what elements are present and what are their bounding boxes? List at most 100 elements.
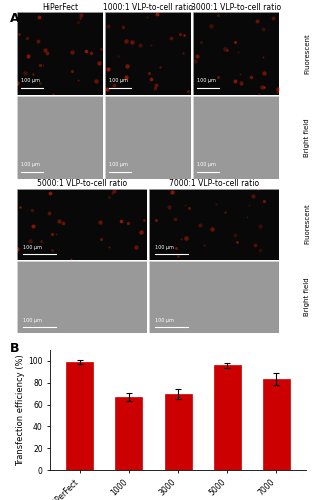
Point [93, 76, 98, 84]
Text: Fluorescent: Fluorescent [304, 34, 310, 74]
Point [169, 188, 175, 196]
Point [209, 224, 215, 232]
Text: Fluorescent: Fluorescent [304, 204, 310, 244]
Text: 100 μm: 100 μm [21, 78, 40, 84]
Bar [116, 397, 142, 470]
Point [208, 22, 214, 30]
Point [31, 222, 36, 230]
Point [44, 48, 50, 56]
Point [173, 244, 178, 252]
Point [118, 218, 124, 226]
Point [70, 67, 75, 75]
Point [49, 230, 55, 238]
Title: 3000:1 VLP-to-cell ratio: 3000:1 VLP-to-cell ratio [191, 4, 281, 13]
Point [232, 38, 238, 46]
Point [154, 81, 159, 89]
Point [244, 213, 250, 221]
Text: 100 μm: 100 μm [23, 245, 42, 250]
Point [50, 90, 55, 98]
Point [169, 34, 174, 42]
Point [38, 80, 43, 88]
Point [257, 246, 263, 254]
Text: 100 μm: 100 μm [197, 78, 216, 84]
Point [23, 69, 28, 77]
Text: A: A [10, 12, 20, 26]
Point [27, 236, 32, 244]
Text: 100 μm: 100 μm [109, 78, 128, 84]
Point [109, 189, 114, 197]
Point [125, 62, 130, 70]
Point [79, 11, 84, 19]
Point [260, 52, 266, 60]
Point [258, 222, 263, 230]
Text: 100 μm: 100 μm [23, 318, 42, 322]
Point [15, 246, 20, 254]
Point [146, 69, 152, 77]
Point [254, 17, 260, 25]
Point [179, 234, 184, 242]
Point [141, 216, 146, 224]
Text: Bright field: Bright field [304, 118, 310, 157]
Point [75, 18, 80, 26]
Point [144, 13, 150, 21]
Point [69, 48, 75, 56]
Point [17, 202, 23, 210]
Point [276, 84, 281, 92]
Point [25, 52, 31, 60]
Point [260, 83, 265, 91]
Point [223, 208, 228, 216]
Point [222, 46, 228, 54]
Point [239, 79, 244, 87]
Point [106, 243, 112, 251]
Point [83, 46, 88, 54]
Point [36, 14, 42, 22]
Point [261, 83, 266, 91]
Point [60, 219, 65, 227]
Point [172, 214, 178, 222]
Point [77, 14, 82, 22]
Point [191, 72, 196, 80]
Point [129, 38, 134, 46]
Point [116, 52, 121, 60]
Point [183, 234, 189, 242]
Point [40, 61, 45, 69]
Point [250, 192, 255, 200]
Title: 7000:1 VLP-to-cell ratio: 7000:1 VLP-to-cell ratio [169, 180, 259, 188]
Point [261, 69, 267, 77]
Point [106, 193, 112, 201]
Point [98, 46, 103, 54]
Point [98, 235, 103, 243]
Point [149, 75, 154, 83]
Y-axis label: Transfection efficiency (%): Transfection efficiency (%) [16, 354, 26, 466]
Text: 100 μm: 100 μm [21, 162, 40, 168]
Point [233, 231, 238, 239]
Point [14, 79, 20, 87]
Title: 1000:1 VLP-to-cell ratio: 1000:1 VLP-to-cell ratio [103, 4, 193, 13]
Point [106, 64, 111, 72]
Point [126, 219, 131, 227]
Point [96, 59, 102, 67]
Point [256, 184, 261, 192]
Point [153, 84, 158, 92]
Point [178, 30, 183, 38]
Point [198, 38, 203, 46]
Point [152, 86, 157, 94]
Point [248, 72, 253, 80]
Point [112, 186, 117, 194]
Point [56, 217, 61, 225]
Point [154, 216, 159, 224]
Bar [263, 380, 290, 470]
Point [216, 74, 221, 82]
Point [247, 202, 252, 209]
Text: 100 μm: 100 μm [155, 245, 174, 250]
Point [176, 252, 181, 260]
Point [224, 46, 229, 54]
Point [262, 196, 267, 204]
Point [186, 204, 191, 212]
Point [213, 200, 219, 207]
Point [186, 88, 191, 96]
Bar [214, 366, 241, 470]
Point [201, 241, 206, 249]
Bar [66, 362, 93, 470]
Point [68, 255, 74, 263]
